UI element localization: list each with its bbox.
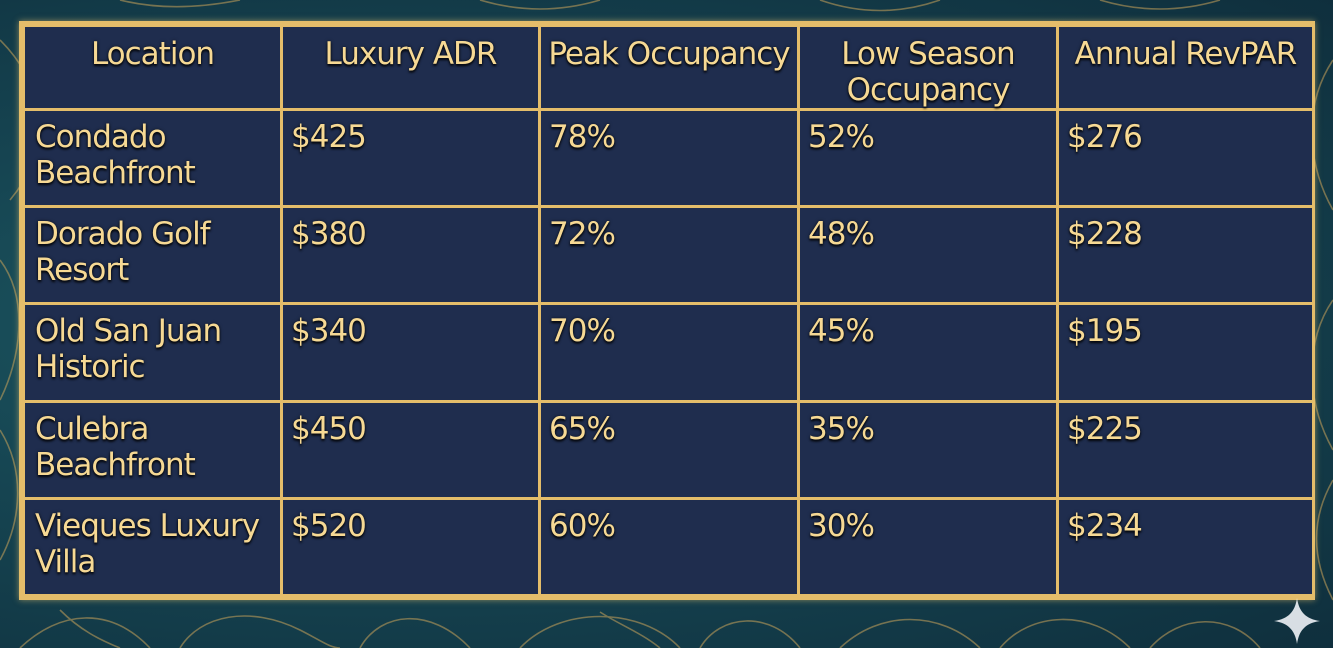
table-row: Condado Beachfront $425 78% 52% $276 [22, 107, 1315, 209]
header-luxury-adr: Luxury ADR [280, 24, 541, 111]
table-row: Culebra Beachfront $450 65% 35% $225 [22, 399, 1315, 500]
cell-low-season-occupancy: 45% [797, 302, 1059, 403]
header-low-season-occupancy: Low Season Occupancy [797, 24, 1059, 111]
table-row: Dorado Golf Resort $380 72% 48% $228 [22, 205, 1315, 306]
cell-peak-occupancy: 60% [538, 496, 800, 598]
header-location: Location [22, 24, 283, 111]
cell-annual-revpar: $276 [1056, 107, 1315, 209]
header-annual-revpar: Annual RevPAR [1056, 24, 1315, 111]
cell-luxury-adr: $520 [280, 496, 541, 598]
cell-annual-revpar: $234 [1056, 496, 1315, 598]
cell-low-season-occupancy: 48% [797, 205, 1059, 306]
table-row: Old San Juan Historic $340 70% 45% $195 [22, 302, 1315, 403]
cell-low-season-occupancy: 30% [797, 496, 1059, 598]
cell-annual-revpar: $225 [1056, 399, 1315, 500]
data-table-container: Location Luxury ADR Peak Occupancy Low S… [19, 21, 1315, 600]
cell-peak-occupancy: 78% [538, 107, 800, 209]
cell-location: Culebra Beachfront [22, 399, 283, 500]
revpar-table: Location Luxury ADR Peak Occupancy Low S… [22, 24, 1315, 598]
cell-low-season-occupancy: 35% [797, 399, 1059, 500]
cell-location: Dorado Golf Resort [22, 205, 283, 306]
table-header-row: Location Luxury ADR Peak Occupancy Low S… [22, 24, 1315, 111]
table-row: Vieques Luxury Villa $520 60% 30% $234 [22, 496, 1315, 598]
cell-annual-revpar: $195 [1056, 302, 1315, 403]
cell-low-season-occupancy: 52% [797, 107, 1059, 209]
cell-luxury-adr: $450 [280, 399, 541, 500]
cell-peak-occupancy: 72% [538, 205, 800, 306]
cell-annual-revpar: $228 [1056, 205, 1315, 306]
sparkle-icon [1274, 598, 1320, 644]
cell-location: Old San Juan Historic [22, 302, 283, 403]
cell-luxury-adr: $340 [280, 302, 541, 403]
header-peak-occupancy: Peak Occupancy [538, 24, 800, 111]
cell-location: Vieques Luxury Villa [22, 496, 283, 598]
cell-luxury-adr: $380 [280, 205, 541, 306]
cell-luxury-adr: $425 [280, 107, 541, 209]
cell-location: Condado Beachfront [22, 107, 283, 209]
cell-peak-occupancy: 65% [538, 399, 800, 500]
cell-peak-occupancy: 70% [538, 302, 800, 403]
